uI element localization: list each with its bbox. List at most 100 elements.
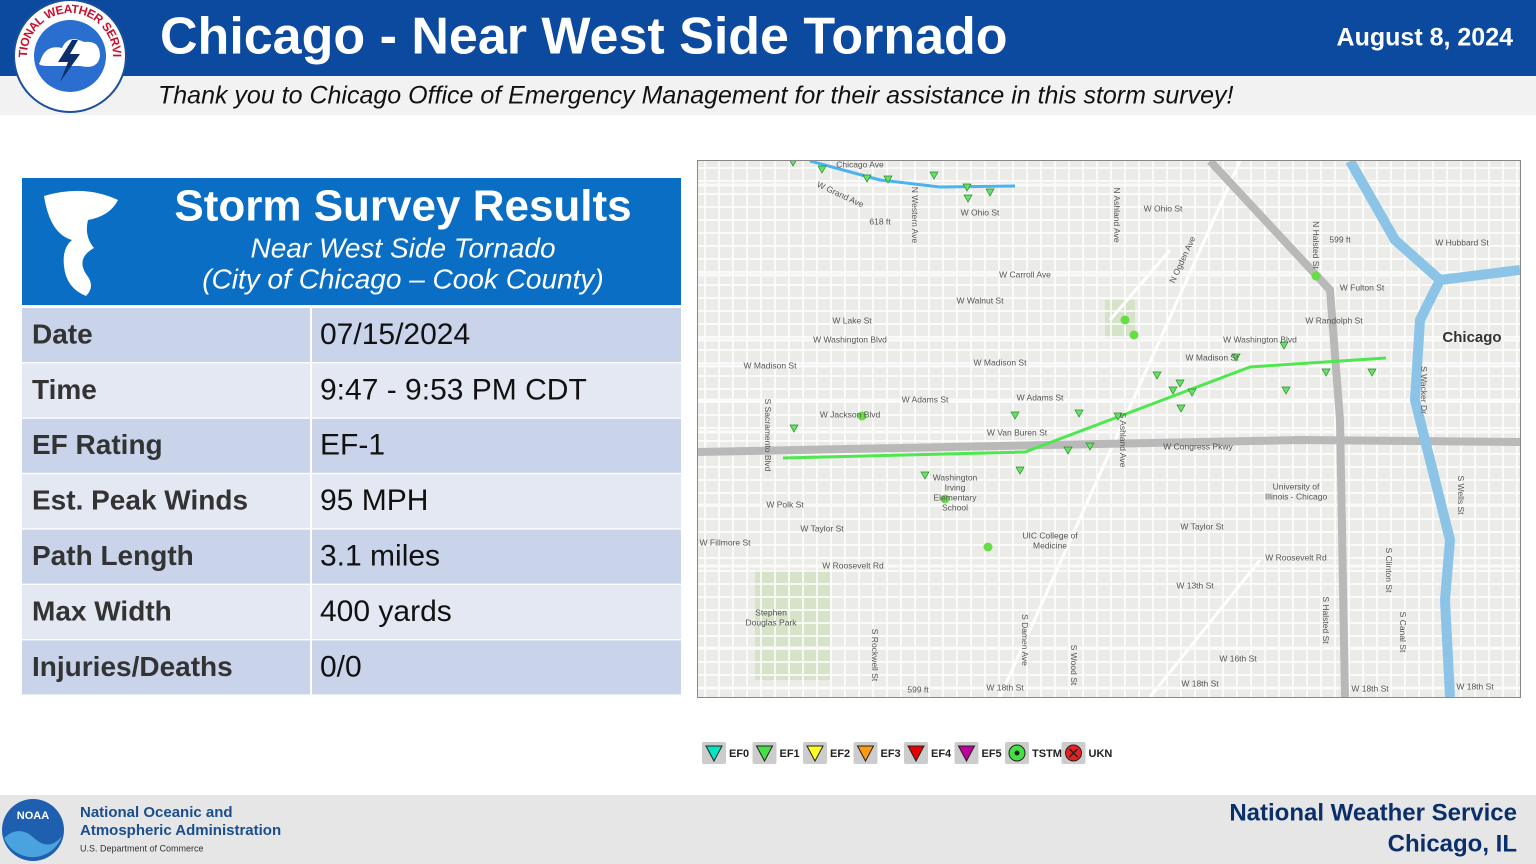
title: Chicago - Near West Side Tornado <box>160 8 1008 66</box>
map-label: W Polk St <box>766 499 804 509</box>
map-label: W Madison St <box>1186 352 1240 362</box>
map-label: Douglas Park <box>745 617 797 627</box>
map-label: S Wells St <box>1456 475 1466 515</box>
map-label: W Roosevelt Rd <box>822 560 884 570</box>
damage-point <box>985 188 995 197</box>
diagonal-street <box>1108 249 1172 321</box>
map-label: Chicago Ave <box>836 159 884 169</box>
map-label: W Van Buren St <box>987 427 1048 437</box>
damage-point <box>1175 379 1185 388</box>
map-label: W Adams St <box>1017 392 1064 402</box>
legend-symbol <box>957 745 976 763</box>
map-label: S Ashland Ave <box>1118 413 1128 468</box>
tstm-point <box>1120 315 1130 325</box>
damage-point <box>1113 412 1123 421</box>
office-location: Chicago, IL <box>1388 830 1517 857</box>
tstm-point <box>983 542 993 552</box>
map-label: W Washington Blvd <box>813 334 887 344</box>
map-label: S Wood St <box>1069 645 1079 686</box>
legend-label: EF4 <box>931 748 952 760</box>
row-bg <box>22 529 681 584</box>
damage-point <box>789 424 799 433</box>
damage-point <box>1279 341 1289 350</box>
damage-point <box>963 194 973 203</box>
damage-point <box>862 174 872 183</box>
legend-symbol <box>705 745 723 763</box>
footer-band <box>0 795 1536 864</box>
map-label: S Rockwell St <box>870 629 880 682</box>
damage-point <box>817 165 827 174</box>
damage-point <box>962 183 972 192</box>
legend-symbol <box>856 745 875 763</box>
nws-logo: NATIONAL WEATHER SERVICE <box>0 0 127 113</box>
map-label: University of <box>1273 481 1320 491</box>
row-value: 400 yards <box>320 595 452 628</box>
header-band <box>0 0 1536 76</box>
row-value: 9:47 - 9:53 PM CDT <box>320 373 587 406</box>
map-label: Illinois - Chicago <box>1265 491 1328 501</box>
row-value: 3.1 miles <box>320 540 440 573</box>
row-value: 07/15/2024 <box>320 318 470 351</box>
map-label: 599 ft <box>907 684 929 694</box>
wind-path <box>809 161 1016 189</box>
legend-dot <box>1014 750 1020 756</box>
legend-label: EF1 <box>780 748 800 760</box>
damage-point <box>1085 442 1095 451</box>
map-label: S Damen Ave <box>1020 614 1030 666</box>
map-label: W Hubbard St <box>1435 237 1489 247</box>
damage-point <box>929 171 939 180</box>
expressway <box>1207 161 1349 697</box>
legend-label: EF0 <box>729 748 749 760</box>
damage-point <box>1074 409 1084 418</box>
damage-point <box>883 175 893 184</box>
noaa-logo: NOAA <box>2 799 64 861</box>
map-label: W Taylor St <box>800 523 844 533</box>
row-label: Est. Peak Winds <box>32 485 248 516</box>
expressway <box>698 435 1520 456</box>
map-label: N Western Ave <box>910 187 920 244</box>
map-label: W 13th St <box>1176 580 1214 590</box>
legend-label: TSTM <box>1032 748 1062 760</box>
map-label: N Ashland Ave <box>1112 187 1122 242</box>
legend-x <box>1068 748 1079 758</box>
map-label: W Madison St <box>974 357 1028 367</box>
map-label: Medicine <box>1033 540 1067 550</box>
summary-header <box>22 178 681 305</box>
damage-point <box>1321 368 1331 377</box>
damage-point <box>1063 446 1073 455</box>
row-label: Date <box>32 318 93 349</box>
legend-label: EF2 <box>830 748 850 760</box>
office: National Weather Service <box>1229 799 1517 826</box>
map-label: W Fillmore St <box>700 537 752 547</box>
map-label: 599 ft <box>1329 234 1351 244</box>
map-label: W Taylor St <box>1180 521 1224 531</box>
map-label: W Lake St <box>832 315 872 325</box>
map-label: W Madison St <box>744 360 798 370</box>
damage-point <box>1231 353 1241 362</box>
row-bg <box>22 308 681 362</box>
row-bg <box>22 363 681 418</box>
map-label: W Ohio St <box>961 207 1000 217</box>
map-border <box>697 160 1521 698</box>
noaa-logo-text: NOAA <box>17 810 49 822</box>
legend-label: UKN <box>1089 748 1113 760</box>
tstm-point <box>940 494 950 504</box>
map-label: Washington <box>933 472 978 482</box>
river <box>1345 161 1456 697</box>
row-bg <box>22 474 681 529</box>
tstm-point <box>1311 271 1321 281</box>
map-label: W 18th St <box>986 682 1024 692</box>
agency-line: National Oceanic and <box>80 804 233 821</box>
damage-point <box>1010 411 1020 420</box>
legend-symbol <box>806 745 824 763</box>
map-label: S Clinton St <box>1384 548 1394 594</box>
map-label: N Halsted St <box>1311 221 1321 269</box>
summary-subtitle: Near West Side Tornado <box>250 232 555 263</box>
map-bg <box>698 161 1520 697</box>
tornado-track <box>782 356 1387 460</box>
summary-location: (City of Chicago – Cook County) <box>202 263 604 294</box>
tstm-point <box>1129 330 1139 340</box>
river <box>1439 265 1520 285</box>
